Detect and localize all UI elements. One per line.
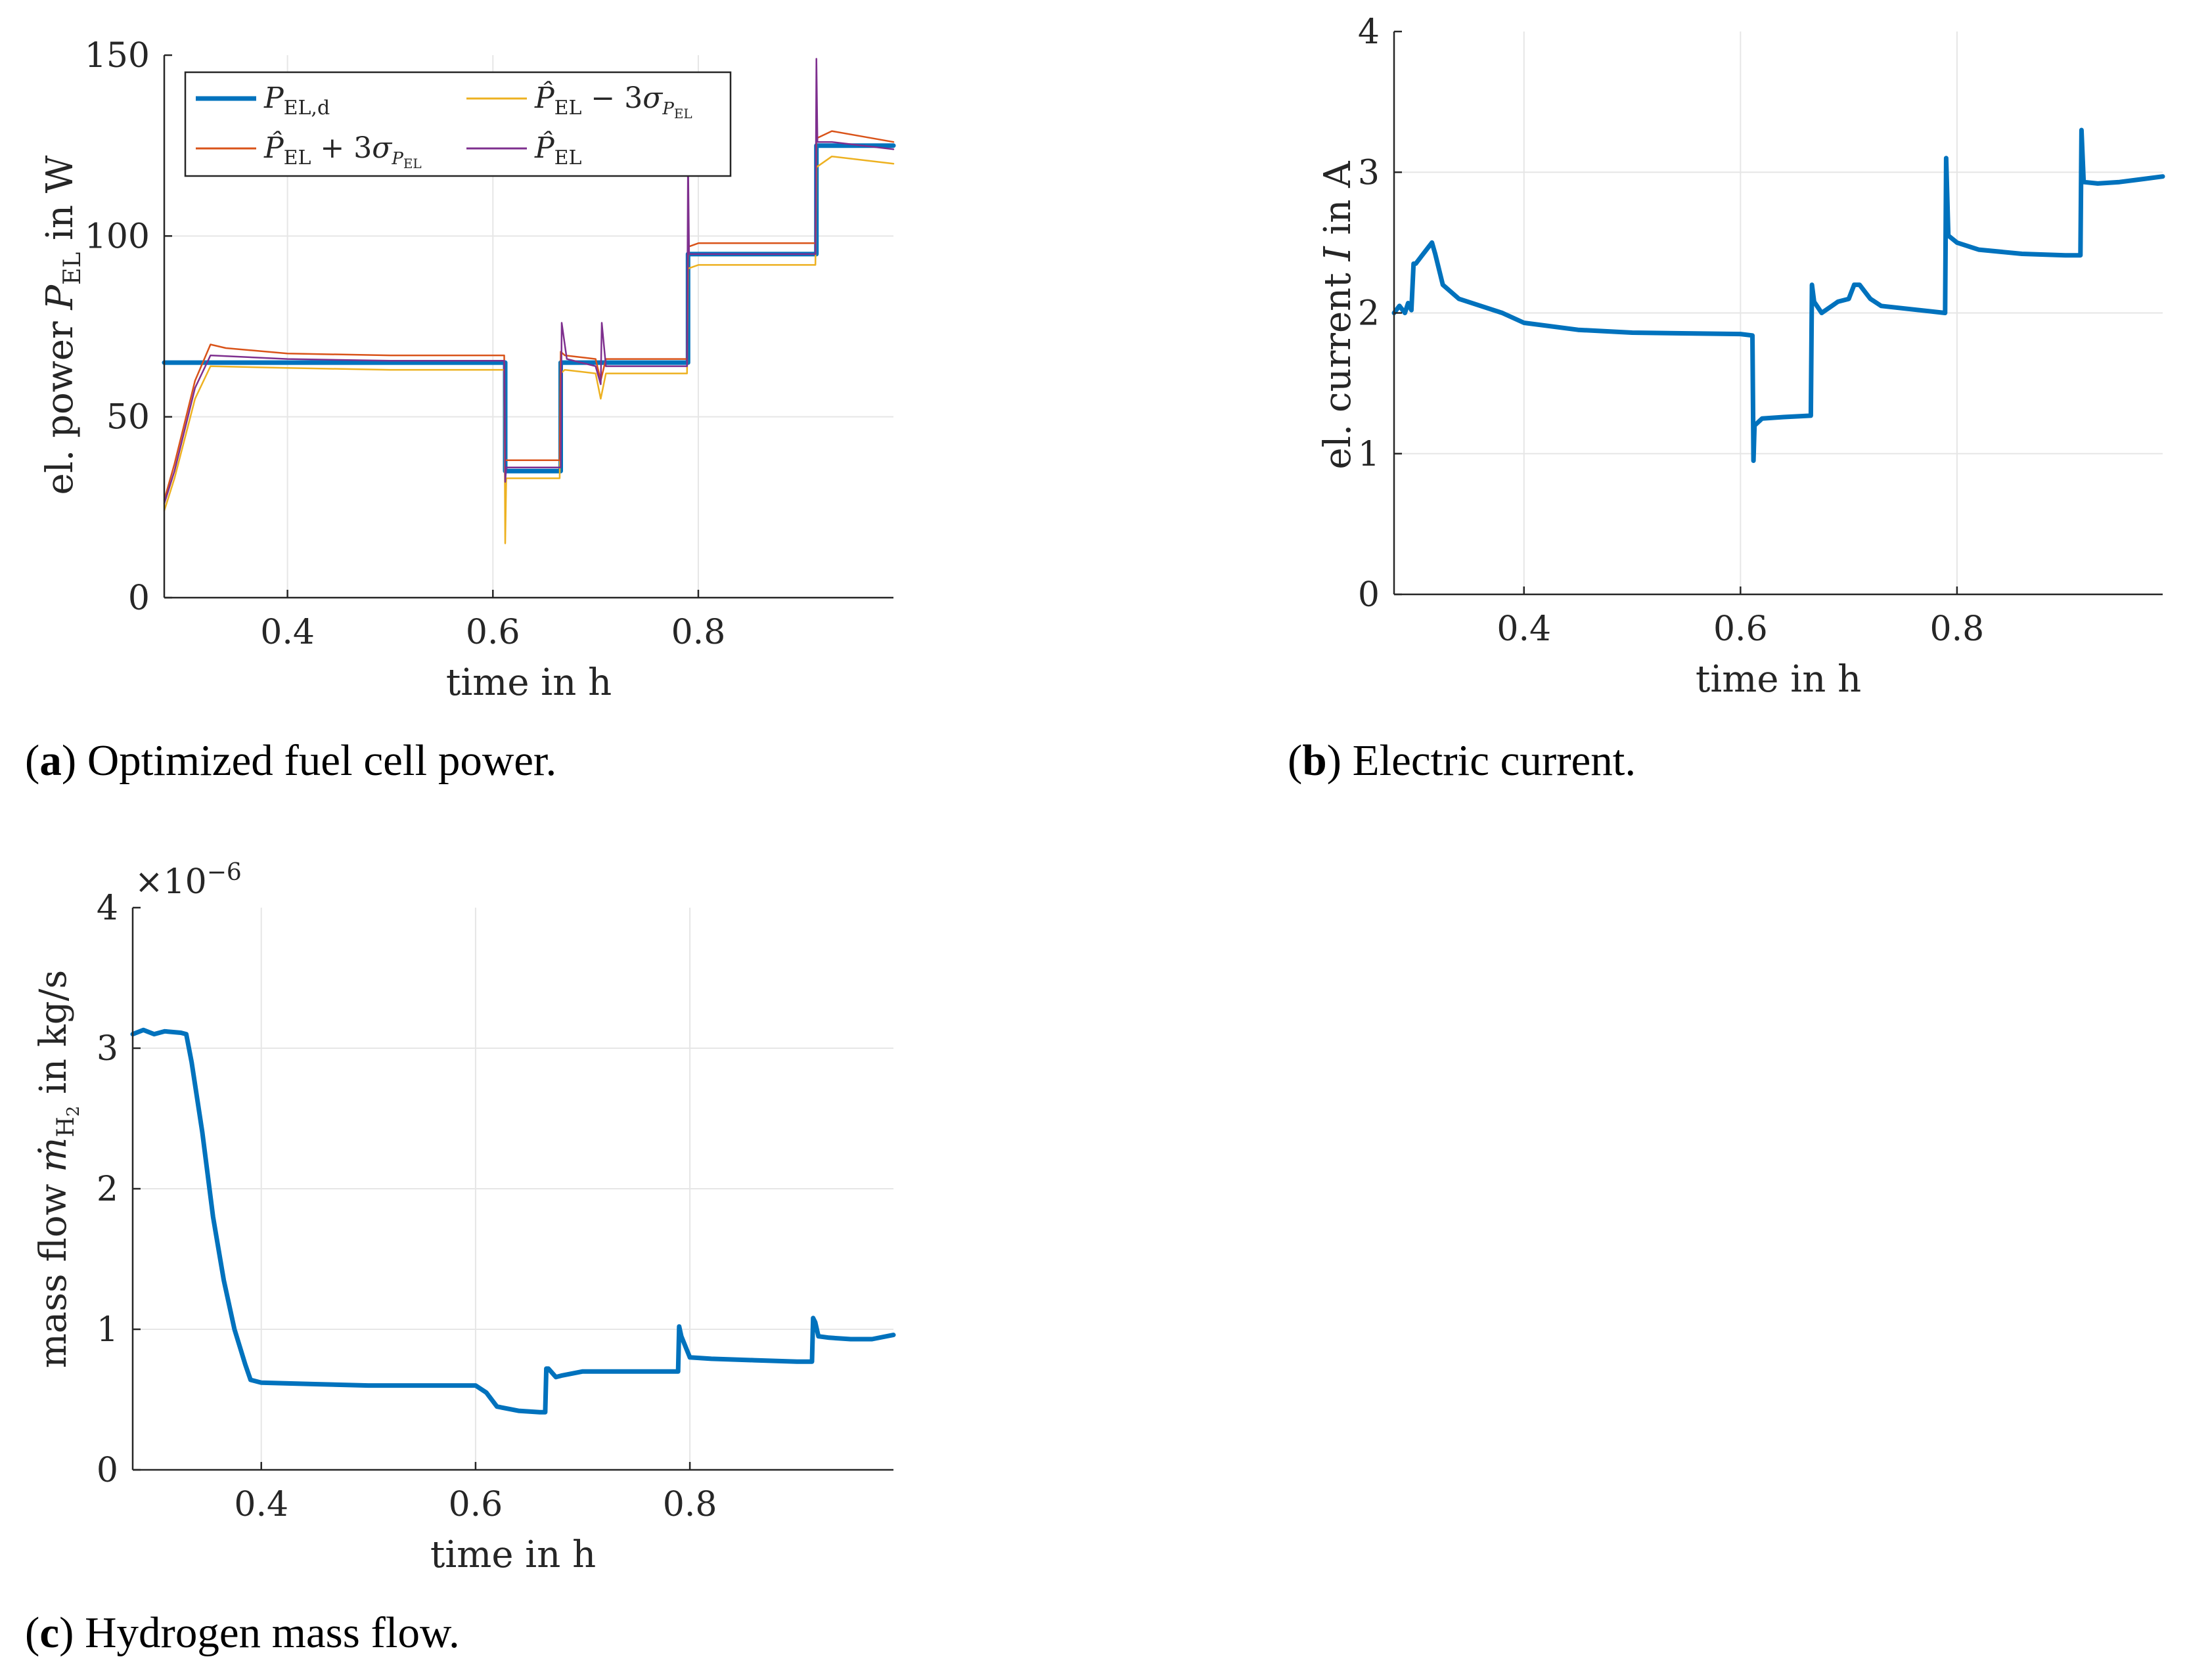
series-a-3: [163, 58, 895, 505]
ylabel-a: el. power PEL in W: [39, 155, 86, 495]
caption-a: (a) Optimized fuel cell power.: [25, 736, 557, 785]
xtick-label-a: 0.4: [260, 613, 315, 652]
xtick-label-b: 0.6: [1713, 609, 1768, 649]
exponent-label-c: ×10−6: [135, 859, 242, 902]
ytick-label-a: 100: [85, 217, 150, 256]
ytick-label-a: 150: [85, 36, 150, 76]
ytick-label-c: 1: [97, 1310, 118, 1350]
ytick-label-b: 2: [1358, 294, 1380, 334]
ytick-label-b: 3: [1358, 153, 1380, 192]
xtick-label-c: 0.4: [234, 1485, 288, 1524]
xtick-label-b: 0.8: [1930, 609, 1985, 649]
caption-c: (c) Hydrogen mass flow.: [25, 1608, 460, 1657]
ytick-label-c: 3: [97, 1029, 118, 1069]
ytick-label-b: 4: [1358, 12, 1380, 52]
xtick-label-c: 0.8: [663, 1485, 717, 1524]
caption-b: (b) Electric current.: [1288, 736, 1636, 785]
ytick-label-c: 4: [97, 889, 118, 928]
legend-label-pel-hat: P̂EL: [534, 130, 582, 169]
chart-c: 0.4 0.6 0.8 0 1 2 3 4 time in h: [97, 889, 896, 1576]
caption-a-letter: a: [39, 736, 62, 785]
xtick-label-a: 0.8: [671, 613, 726, 652]
caption-c-letter: c: [39, 1608, 60, 1657]
xtick-label-b: 0.4: [1497, 609, 1551, 649]
ytick-label-b: 0: [1358, 575, 1380, 615]
xtick-label-a: 0.6: [466, 613, 520, 652]
legend-panel-a: PEL,d P̂EL − 3σPEL P̂EL + 3σPEL P̂EL: [184, 71, 732, 177]
ylabel-c: mass flow ṁH2 in kg/s: [32, 970, 83, 1369]
series-a-1: [163, 155, 895, 544]
caption-a-text: Optimized fuel cell power.: [87, 736, 557, 785]
xlabel-c: time in h: [430, 1534, 596, 1576]
ytick-label-b: 1: [1358, 435, 1380, 474]
caption-b-letter: b: [1302, 736, 1327, 785]
ytick-label-a: 50: [106, 398, 150, 437]
chart-b: 0.4 0.6 0.8 0 1 2 3 4 time in h: [1358, 12, 2165, 701]
ytick-label-a: 0: [128, 579, 150, 618]
caption-b-text: Electric current.: [1352, 736, 1636, 785]
series-c-0: [130, 1027, 896, 1415]
ylabel-b: el. current I in A: [1317, 161, 1359, 470]
ytick-label-c: 2: [97, 1170, 118, 1209]
legend-box: [184, 71, 732, 177]
xlabel-b: time in h: [1696, 658, 1861, 701]
series-b-0: [1391, 127, 2165, 463]
ytick-label-c: 0: [97, 1451, 118, 1490]
xlabel-a: time in h: [446, 661, 612, 704]
xtick-label-c: 0.6: [449, 1485, 503, 1524]
caption-c-text: Hydrogen mass flow.: [85, 1608, 460, 1657]
